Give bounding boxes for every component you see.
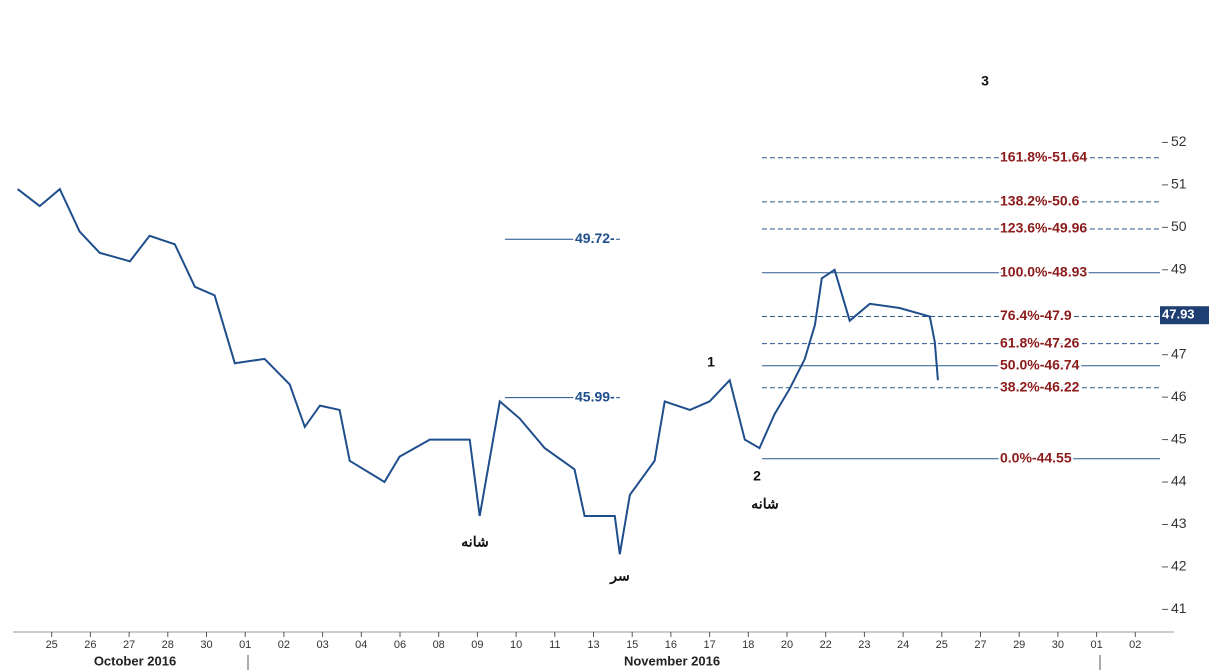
pattern-label: شانه bbox=[461, 534, 488, 550]
last-price-tag bbox=[1160, 306, 1209, 325]
x-tick-label: 28 bbox=[162, 639, 174, 651]
month-label: October 2016 bbox=[94, 653, 176, 668]
fib-label: 123.6%-49.96 bbox=[1000, 220, 1087, 236]
x-tick-label: 25 bbox=[936, 639, 948, 651]
fib-label: 161.8%-51.64 bbox=[1000, 148, 1087, 164]
x-tick-label: 25 bbox=[46, 639, 58, 651]
x-tick-label: 29 bbox=[1013, 639, 1025, 651]
fib-label: 50.0%-46.74 bbox=[1000, 356, 1080, 372]
x-tick-label: 10 bbox=[510, 639, 522, 651]
x-tick-label: 16 bbox=[665, 639, 677, 651]
x-tick-label: 20 bbox=[781, 639, 793, 651]
price-level-label: 49.72- bbox=[575, 230, 615, 246]
x-tick-label: 18 bbox=[742, 639, 754, 651]
wave-label: 1 bbox=[707, 354, 715, 370]
x-tick-label: 08 bbox=[433, 639, 445, 651]
y-tick-label: 41 bbox=[1171, 600, 1187, 616]
x-tick-label: 04 bbox=[355, 639, 367, 651]
y-tick-label: 47 bbox=[1171, 345, 1187, 361]
x-tick-label: 30 bbox=[1052, 639, 1064, 651]
x-tick-label: 01 bbox=[1090, 639, 1102, 651]
fib-label: 100.0%-48.93 bbox=[1000, 263, 1087, 279]
x-tick-label: 26 bbox=[84, 639, 96, 651]
price-level-label: 45.99- bbox=[575, 388, 615, 404]
wave-label: 2 bbox=[753, 468, 761, 484]
x-tick-label: 24 bbox=[897, 639, 909, 651]
y-tick-label: 43 bbox=[1171, 515, 1187, 531]
pattern-label: سر bbox=[609, 568, 629, 585]
x-tick-label: 01 bbox=[239, 639, 251, 651]
x-tick-label: 17 bbox=[703, 639, 715, 651]
y-tick-label: 46 bbox=[1171, 388, 1187, 404]
x-tick-label: 09 bbox=[471, 639, 483, 651]
y-tick-label: 52 bbox=[1171, 133, 1187, 149]
x-tick-label: 02 bbox=[278, 639, 290, 651]
x-tick-label: 22 bbox=[820, 639, 832, 651]
wave-label: 3 bbox=[981, 73, 989, 89]
y-tick-label: 45 bbox=[1171, 430, 1187, 446]
y-tick-label: 50 bbox=[1171, 218, 1187, 234]
pattern-label: شانه bbox=[751, 496, 778, 512]
y-tick-label: 49 bbox=[1171, 260, 1187, 276]
y-tick-label: 51 bbox=[1171, 176, 1187, 192]
x-tick-label: 23 bbox=[858, 639, 870, 651]
x-tick-label: 30 bbox=[200, 639, 212, 651]
x-tick-label: 15 bbox=[626, 639, 638, 651]
x-tick-label: 06 bbox=[394, 639, 406, 651]
y-tick-label: 42 bbox=[1171, 558, 1187, 574]
x-tick-label: 02 bbox=[1129, 639, 1141, 651]
x-tick-label: 11 bbox=[549, 639, 560, 651]
x-tick-label: 27 bbox=[123, 639, 135, 651]
last-price-label: 47.93 bbox=[1162, 307, 1195, 322]
fib-label: 38.2%-46.22 bbox=[1000, 379, 1080, 395]
fib-label: 76.4%-47.9 bbox=[1000, 307, 1072, 323]
price-line bbox=[16, 187, 939, 555]
fib-label: 138.2%-50.6 bbox=[1000, 193, 1080, 209]
y-tick-label: 44 bbox=[1171, 473, 1187, 489]
month-label: November 2016 bbox=[624, 653, 720, 668]
fib-label: 61.8%-47.26 bbox=[1000, 334, 1080, 350]
x-tick-label: 27 bbox=[974, 639, 986, 651]
x-tick-label: 13 bbox=[587, 639, 599, 651]
fib-label: 0.0%-44.55 bbox=[1000, 449, 1072, 465]
x-tick-label: 03 bbox=[316, 639, 328, 651]
